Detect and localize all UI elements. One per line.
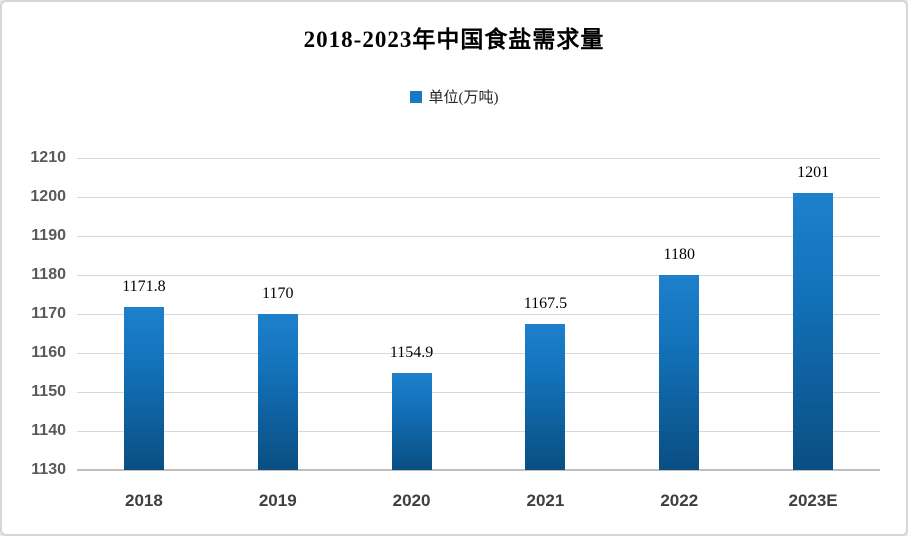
- y-axis-tick-label: 1180: [31, 266, 66, 283]
- x-axis-baseline: [77, 469, 880, 471]
- x-axis-tick-label: 2022: [660, 491, 699, 510]
- y-axis-tick-label: 1210: [30, 149, 66, 166]
- y-axis-tick-label: 1160: [31, 344, 66, 361]
- bar-2020: [391, 372, 432, 470]
- bar-2021: [525, 323, 566, 470]
- gridline: [77, 158, 880, 159]
- y-axis-tick-label: 1150: [31, 383, 66, 400]
- bar-value-label: 1180: [663, 246, 695, 263]
- x-axis-tick-label: 2021: [526, 491, 565, 510]
- bar-value-label: 1167.5: [523, 294, 568, 312]
- gridline: [77, 314, 880, 315]
- legend-swatch-icon: [409, 90, 422, 103]
- legend: 单位(万吨): [2, 86, 906, 107]
- y-axis-tick-label: 1170: [31, 305, 66, 322]
- gridline: [77, 353, 880, 354]
- gridline: [77, 197, 880, 198]
- y-axis-tick-label: 1140: [31, 422, 66, 439]
- bar-value-label: 1154.9: [389, 343, 434, 361]
- x-axis-tick-label: 2023E: [788, 491, 838, 510]
- gridline: [77, 431, 880, 432]
- x-axis-tick-label: 2020: [392, 491, 431, 510]
- bar-2022: [659, 275, 700, 470]
- bar-value-label: 1171.8: [122, 277, 166, 295]
- y-axis-tick-label: 1190: [31, 227, 66, 244]
- y-axis-tick-label: 1200: [30, 188, 66, 205]
- gridline: [77, 392, 880, 393]
- bar-2019: [257, 314, 298, 470]
- bar-2018: [123, 306, 164, 470]
- bar-value-label: 1201: [797, 164, 830, 182]
- chart-title: 2018-2023年中国食盐需求量: [303, 27, 605, 52]
- legend-label: 单位(万吨): [428, 90, 499, 106]
- bar-value-label: 1170: [262, 285, 294, 302]
- gridline: [77, 275, 880, 276]
- bar-2023E: [793, 193, 834, 470]
- gridline: [77, 236, 880, 237]
- y-axis-tick-label: 1130: [31, 461, 66, 478]
- x-axis-tick-label: 2018: [124, 491, 163, 510]
- x-axis-tick-label: 2019: [258, 491, 297, 510]
